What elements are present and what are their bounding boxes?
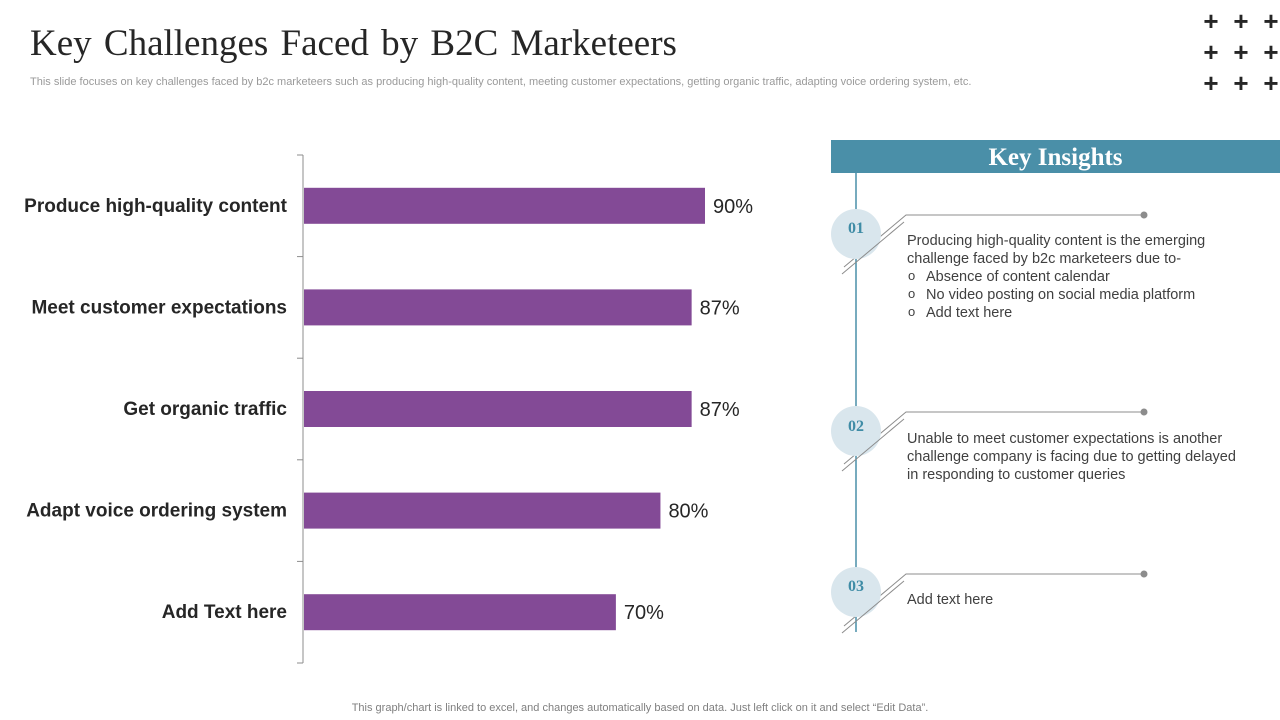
accent-stroke xyxy=(841,580,905,634)
plus-icon: + xyxy=(1233,37,1249,67)
slide-subtitle: This slide focuses on key challenges fac… xyxy=(30,76,972,88)
connector-dot xyxy=(1140,570,1148,578)
insight-item-3: Add text here xyxy=(907,591,1247,609)
connector-dot xyxy=(1140,408,1148,416)
value-label: 87% xyxy=(700,399,740,421)
slide-title: Key Challenges Faced by B2C Marketeers xyxy=(30,23,677,64)
plus-icon: + xyxy=(1263,6,1279,36)
key-insights-header: Key Insights xyxy=(831,140,1280,173)
category-label: Adapt voice ordering system xyxy=(26,501,287,522)
timeline-node-2: 02 xyxy=(831,406,1148,472)
bullet-item: Add text here xyxy=(907,303,1247,322)
timeline-node-1: 01 xyxy=(831,209,1148,275)
insight-text: Producing high-quality content is the em… xyxy=(907,233,1206,267)
bullet-item: Absence of content calendar xyxy=(907,267,1247,286)
category-label: Meet customer expectations xyxy=(31,297,287,318)
insight-text: Unable to meet customer expectations is … xyxy=(907,431,1236,483)
bar-2[interactable] xyxy=(304,289,692,326)
value-label: 87% xyxy=(700,297,740,319)
insight-number: 01 xyxy=(848,220,864,237)
plus-icon: + xyxy=(1233,68,1249,98)
plus-icon: + xyxy=(1263,37,1279,67)
insight-item-2: Unable to meet customer expectations is … xyxy=(907,430,1247,484)
plus-icon: + xyxy=(1203,68,1219,98)
insight-item-1: Producing high-quality content is the em… xyxy=(907,232,1247,322)
insight-number: 03 xyxy=(848,578,864,595)
accent-stroke xyxy=(841,221,905,275)
category-label: Add Text here xyxy=(162,602,287,623)
connector-dot xyxy=(1140,211,1148,219)
bar-4[interactable] xyxy=(304,492,661,529)
plus-icon: + xyxy=(1233,6,1249,36)
bullet-item: No video posting on social media platfor… xyxy=(907,285,1247,304)
insight-number: 02 xyxy=(848,418,864,435)
value-label: 90% xyxy=(713,196,753,218)
plus-icon: + xyxy=(1203,6,1219,36)
category-label: Produce high-quality content xyxy=(24,196,288,217)
bar-3[interactable] xyxy=(304,391,692,427)
insights-timeline: 01 02 03 xyxy=(831,172,1148,634)
bar-5[interactable] xyxy=(304,594,616,631)
number-circle xyxy=(831,406,881,456)
category-label: Get organic traffic xyxy=(123,399,287,420)
bar-chart[interactable]: Produce high-quality content 90% Meet cust… xyxy=(0,140,800,670)
value-label: 70% xyxy=(624,602,664,624)
accent-stroke xyxy=(841,418,905,472)
number-circle xyxy=(831,567,881,617)
insight-text: Add text here xyxy=(907,592,994,608)
bar-1[interactable] xyxy=(304,187,705,224)
insight-bullets: Absence of content calendar No video pos… xyxy=(907,267,1247,322)
number-circle xyxy=(831,209,881,259)
value-label: 80% xyxy=(668,501,708,523)
plus-icon: + xyxy=(1203,37,1219,67)
plus-icon: + xyxy=(1263,68,1279,98)
footer-note: This graph/chart is linked to excel, and… xyxy=(351,702,929,714)
timeline-node-3: 03 xyxy=(831,567,1148,634)
